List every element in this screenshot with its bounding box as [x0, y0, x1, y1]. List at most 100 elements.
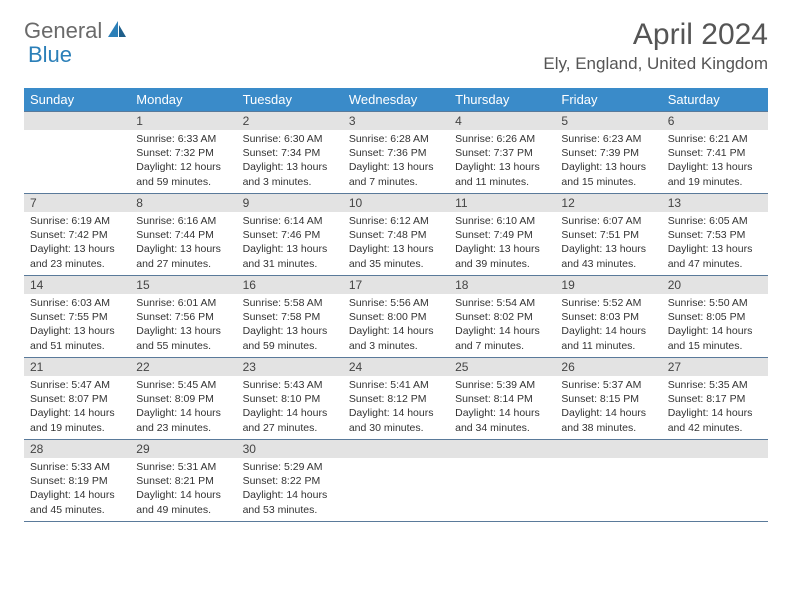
day-details: Sunrise: 6:28 AMSunset: 7:36 PMDaylight:…	[343, 130, 449, 191]
sunset-line: Sunset: 8:17 PM	[668, 392, 762, 406]
daylight-line: Daylight: 13 hours and 51 minutes.	[30, 324, 124, 352]
day-number: 11	[449, 194, 555, 212]
day-details: Sunrise: 6:12 AMSunset: 7:48 PMDaylight:…	[343, 212, 449, 273]
daylight-line: Daylight: 14 hours and 3 minutes.	[349, 324, 443, 352]
calendar-cell: 14Sunrise: 6:03 AMSunset: 7:55 PMDayligh…	[24, 276, 130, 358]
day-number: 22	[130, 358, 236, 376]
daylight-line: Daylight: 13 hours and 39 minutes.	[455, 242, 549, 270]
sunrise-line: Sunrise: 6:14 AM	[243, 214, 337, 228]
day-details: Sunrise: 5:41 AMSunset: 8:12 PMDaylight:…	[343, 376, 449, 437]
day-number: 1	[130, 112, 236, 130]
daylight-line: Daylight: 14 hours and 27 minutes.	[243, 406, 337, 434]
sunrise-line: Sunrise: 5:43 AM	[243, 378, 337, 392]
calendar-cell: 9Sunrise: 6:14 AMSunset: 7:46 PMDaylight…	[237, 194, 343, 276]
sunrise-line: Sunrise: 5:33 AM	[30, 460, 124, 474]
day-number: 19	[555, 276, 661, 294]
day-number: 20	[662, 276, 768, 294]
daylight-line: Daylight: 13 hours and 59 minutes.	[243, 324, 337, 352]
sunset-line: Sunset: 8:02 PM	[455, 310, 549, 324]
sunrise-line: Sunrise: 6:12 AM	[349, 214, 443, 228]
day-details	[24, 130, 130, 190]
sunset-line: Sunset: 7:42 PM	[30, 228, 124, 242]
sunrise-line: Sunrise: 6:33 AM	[136, 132, 230, 146]
sunrise-line: Sunrise: 6:16 AM	[136, 214, 230, 228]
logo-text-b: Blue	[28, 42, 72, 67]
day-number: 17	[343, 276, 449, 294]
day-details: Sunrise: 5:33 AMSunset: 8:19 PMDaylight:…	[24, 458, 130, 519]
sunset-line: Sunset: 7:36 PM	[349, 146, 443, 160]
sunrise-line: Sunrise: 6:26 AM	[455, 132, 549, 146]
day-details: Sunrise: 6:26 AMSunset: 7:37 PMDaylight:…	[449, 130, 555, 191]
day-details: Sunrise: 5:35 AMSunset: 8:17 PMDaylight:…	[662, 376, 768, 437]
sunset-line: Sunset: 8:21 PM	[136, 474, 230, 488]
sunset-line: Sunset: 8:05 PM	[668, 310, 762, 324]
header: General April 2024 Ely, England, United …	[0, 0, 792, 82]
day-number: 4	[449, 112, 555, 130]
sunset-line: Sunset: 7:44 PM	[136, 228, 230, 242]
day-details: Sunrise: 5:45 AMSunset: 8:09 PMDaylight:…	[130, 376, 236, 437]
sunset-line: Sunset: 7:51 PM	[561, 228, 655, 242]
day-number: 25	[449, 358, 555, 376]
calendar-cell: 24Sunrise: 5:41 AMSunset: 8:12 PMDayligh…	[343, 358, 449, 440]
sunset-line: Sunset: 7:58 PM	[243, 310, 337, 324]
calendar-cell-empty	[343, 440, 449, 522]
day-number: 6	[662, 112, 768, 130]
sunrise-line: Sunrise: 5:39 AM	[455, 378, 549, 392]
sunrise-line: Sunrise: 5:47 AM	[30, 378, 124, 392]
day-details: Sunrise: 6:14 AMSunset: 7:46 PMDaylight:…	[237, 212, 343, 273]
daylight-line: Daylight: 14 hours and 19 minutes.	[30, 406, 124, 434]
day-details: Sunrise: 6:16 AMSunset: 7:44 PMDaylight:…	[130, 212, 236, 273]
sunset-line: Sunset: 8:00 PM	[349, 310, 443, 324]
sunset-line: Sunset: 7:34 PM	[243, 146, 337, 160]
day-number: 23	[237, 358, 343, 376]
weekday-header: Monday	[130, 88, 236, 112]
weekday-header: Friday	[555, 88, 661, 112]
sunset-line: Sunset: 8:10 PM	[243, 392, 337, 406]
daylight-line: Daylight: 14 hours and 23 minutes.	[136, 406, 230, 434]
logo-sail-icon	[106, 19, 128, 44]
sunrise-line: Sunrise: 5:41 AM	[349, 378, 443, 392]
day-details: Sunrise: 5:47 AMSunset: 8:07 PMDaylight:…	[24, 376, 130, 437]
day-details: Sunrise: 6:19 AMSunset: 7:42 PMDaylight:…	[24, 212, 130, 273]
day-details: Sunrise: 6:07 AMSunset: 7:51 PMDaylight:…	[555, 212, 661, 273]
calendar-cell: 21Sunrise: 5:47 AMSunset: 8:07 PMDayligh…	[24, 358, 130, 440]
day-number: 5	[555, 112, 661, 130]
sunrise-line: Sunrise: 5:35 AM	[668, 378, 762, 392]
sunrise-line: Sunrise: 6:28 AM	[349, 132, 443, 146]
calendar-row: 7Sunrise: 6:19 AMSunset: 7:42 PMDaylight…	[24, 194, 768, 276]
day-details: Sunrise: 5:50 AMSunset: 8:05 PMDaylight:…	[662, 294, 768, 355]
day-details: Sunrise: 6:23 AMSunset: 7:39 PMDaylight:…	[555, 130, 661, 191]
sunset-line: Sunset: 7:49 PM	[455, 228, 549, 242]
calendar-cell: 19Sunrise: 5:52 AMSunset: 8:03 PMDayligh…	[555, 276, 661, 358]
sunrise-line: Sunrise: 6:19 AM	[30, 214, 124, 228]
sunrise-line: Sunrise: 6:10 AM	[455, 214, 549, 228]
daylight-line: Daylight: 13 hours and 15 minutes.	[561, 160, 655, 188]
day-details	[662, 458, 768, 518]
calendar-cell: 26Sunrise: 5:37 AMSunset: 8:15 PMDayligh…	[555, 358, 661, 440]
calendar-cell: 7Sunrise: 6:19 AMSunset: 7:42 PMDaylight…	[24, 194, 130, 276]
calendar-cell: 18Sunrise: 5:54 AMSunset: 8:02 PMDayligh…	[449, 276, 555, 358]
sunset-line: Sunset: 7:32 PM	[136, 146, 230, 160]
day-number: 21	[24, 358, 130, 376]
day-number: 9	[237, 194, 343, 212]
day-details: Sunrise: 5:54 AMSunset: 8:02 PMDaylight:…	[449, 294, 555, 355]
calendar-row: 1 Sunrise: 6:33 AMSunset: 7:32 PM Daylight…	[24, 112, 768, 194]
daylight-line: Daylight: 14 hours and 30 minutes.	[349, 406, 443, 434]
day-details: Sunrise: 5:31 AMSunset: 8:21 PMDaylight:…	[130, 458, 236, 519]
calendar-row: 21Sunrise: 5:47 AMSunset: 8:07 PMDayligh…	[24, 358, 768, 440]
calendar-cell: 6Sunrise: 6:21 AMSunset: 7:41 PMDaylight…	[662, 112, 768, 194]
calendar-row: 14Sunrise: 6:03 AMSunset: 7:55 PMDayligh…	[24, 276, 768, 358]
calendar-cell: 16Sunrise: 5:58 AMSunset: 7:58 PMDayligh…	[237, 276, 343, 358]
sunrise-line: Sunrise: 6:23 AM	[561, 132, 655, 146]
location-text: Ely, England, United Kingdom	[543, 54, 768, 74]
daylight-line: Daylight: 13 hours and 7 minutes.	[349, 160, 443, 188]
weekday-header: Tuesday	[237, 88, 343, 112]
calendar-cell: 20Sunrise: 5:50 AMSunset: 8:05 PMDayligh…	[662, 276, 768, 358]
day-number: 24	[343, 358, 449, 376]
day-number: 27	[662, 358, 768, 376]
title-block: April 2024 Ely, England, United Kingdom	[543, 18, 768, 74]
calendar-body: 1 Sunrise: 6:33 AMSunset: 7:32 PM Daylight…	[24, 112, 768, 522]
calendar-cell: 12Sunrise: 6:07 AMSunset: 7:51 PMDayligh…	[555, 194, 661, 276]
calendar-cell: 4Sunrise: 6:26 AMSunset: 7:37 PMDaylight…	[449, 112, 555, 194]
daylight-line: Daylight: 13 hours and 27 minutes.	[136, 242, 230, 270]
